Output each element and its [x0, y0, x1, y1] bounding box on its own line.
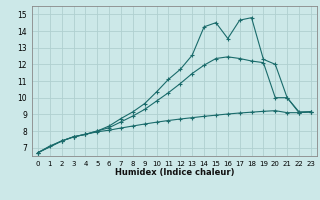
X-axis label: Humidex (Indice chaleur): Humidex (Indice chaleur)	[115, 168, 234, 177]
